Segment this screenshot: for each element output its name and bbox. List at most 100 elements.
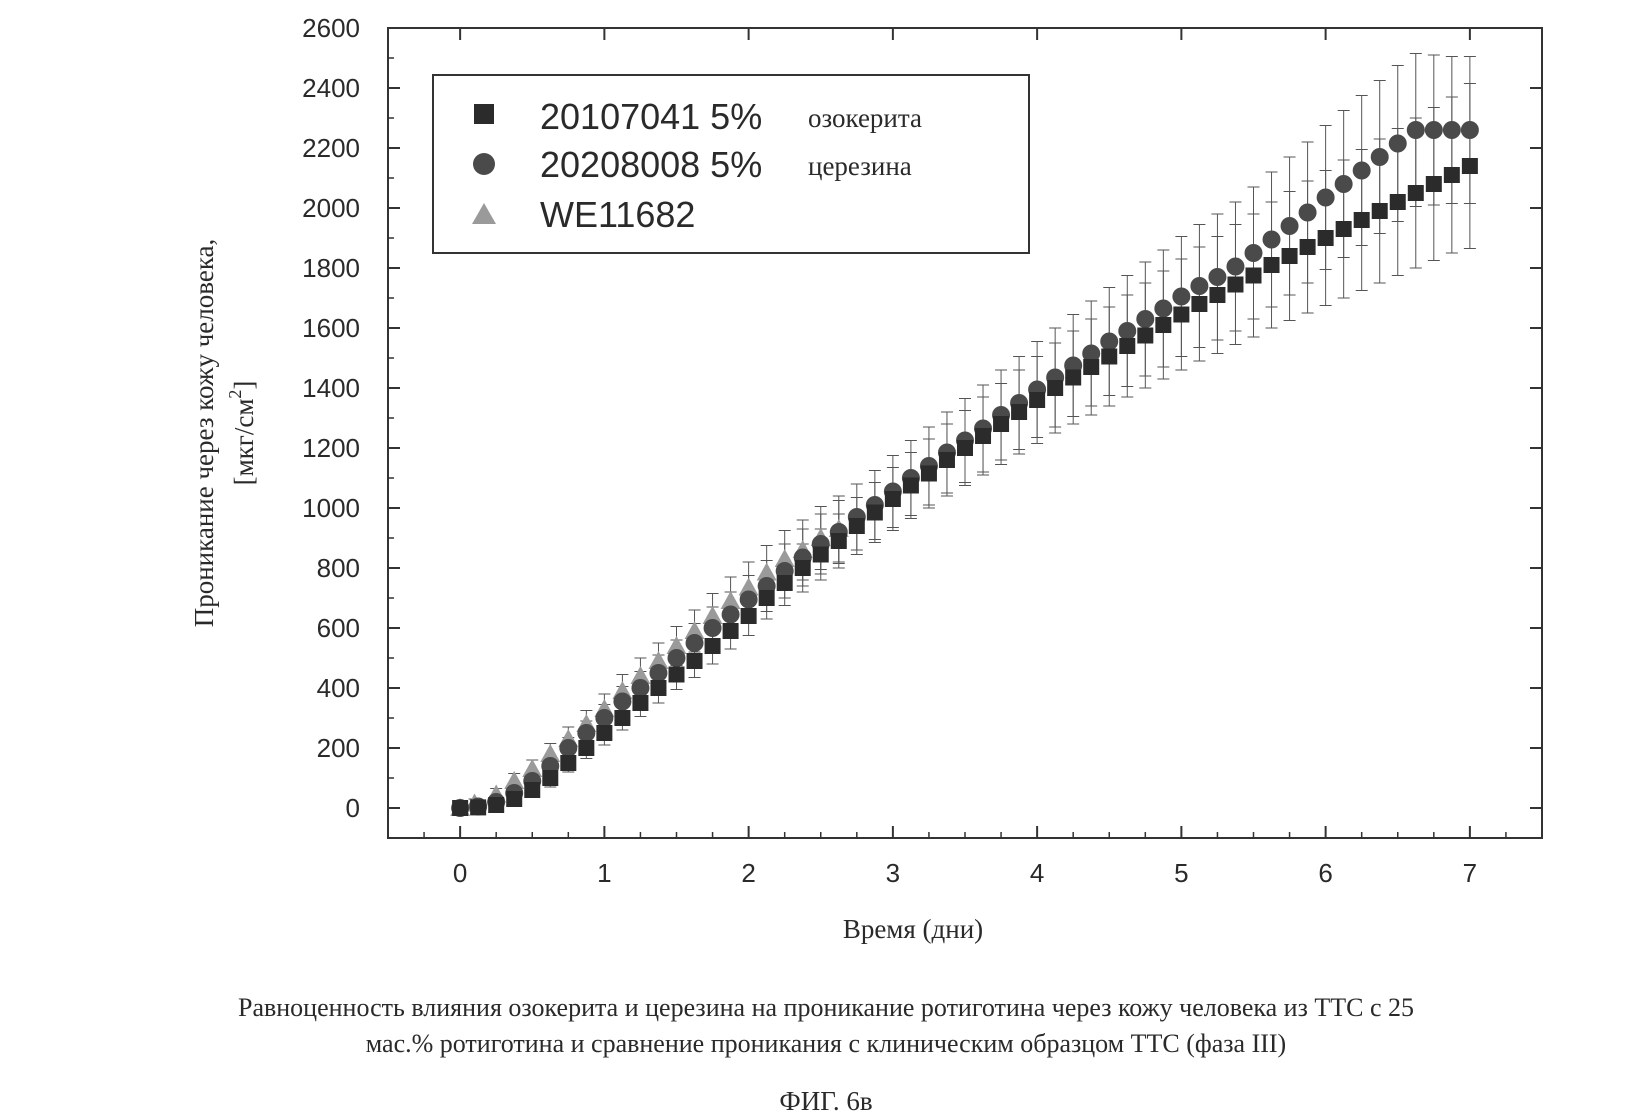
point-square <box>1282 248 1298 264</box>
y-tick-label: 1600 <box>302 313 360 343</box>
point-square <box>1209 287 1225 303</box>
point-circle <box>1226 258 1244 276</box>
point-square <box>687 653 703 669</box>
y-axis-title-line2: [мкг/см2] <box>225 381 259 486</box>
point-circle <box>1263 231 1281 249</box>
point-circle <box>704 619 722 637</box>
point-square <box>903 478 919 494</box>
point-square <box>1246 268 1262 284</box>
legend-item-3-number: WE11682 <box>540 194 695 235</box>
x-tick-label: 5 <box>1174 858 1188 888</box>
point-square <box>1173 307 1189 323</box>
point-square <box>650 680 666 696</box>
x-axis-title: Время (дни) <box>843 914 983 944</box>
point-square <box>1155 317 1171 333</box>
point-circle <box>1425 121 1443 139</box>
point-circle <box>686 634 704 652</box>
point-square <box>1300 239 1316 255</box>
legend-circle-marker <box>473 153 495 175</box>
y-tick-label: 600 <box>317 613 360 643</box>
point-square <box>975 428 991 444</box>
point-circle <box>1317 189 1335 207</box>
legend-item-2-word: церезина <box>808 151 912 181</box>
point-circle <box>1299 204 1317 222</box>
point-circle <box>595 709 613 727</box>
y-axis-unit-sup: 2 <box>225 390 245 399</box>
point-square <box>452 800 468 816</box>
legend-square-marker <box>474 104 494 124</box>
point-square <box>957 440 973 456</box>
y-axis-unit-suffix: ] <box>229 381 259 390</box>
x-tick-label: 4 <box>1030 858 1044 888</box>
point-square <box>921 466 937 482</box>
legend-item-1-word: озокерита <box>808 103 922 133</box>
figure-label: ФИГ. 6в <box>0 1083 1652 1119</box>
point-circle <box>1353 162 1371 180</box>
point-square <box>578 740 594 756</box>
point-square <box>560 755 576 771</box>
point-square <box>596 725 612 741</box>
point-square <box>777 575 793 591</box>
point-square <box>1065 370 1081 386</box>
legend: 20107041 5% озокерита 20208008 5% церези… <box>433 75 1029 253</box>
x-tick-label: 3 <box>886 858 900 888</box>
y-tick-label: 1000 <box>302 493 360 523</box>
point-circle <box>740 591 758 609</box>
point-circle <box>668 649 686 667</box>
y-axis-unit-prefix: [мкг/см <box>229 399 259 486</box>
point-square <box>795 560 811 576</box>
point-square <box>1011 404 1027 420</box>
point-square <box>1444 167 1460 183</box>
point-square <box>867 505 883 521</box>
point-square <box>885 491 901 507</box>
point-circle <box>1281 217 1299 235</box>
y-tick-label: 2400 <box>302 73 360 103</box>
x-tick-label: 7 <box>1463 858 1477 888</box>
point-square <box>1191 296 1207 312</box>
legend-item-1-number: 20107041 5% <box>540 96 762 137</box>
chart: 0200400600800100012001400160018002000220… <box>0 0 1652 990</box>
y-tick-label: 800 <box>317 553 360 583</box>
y-tick-label: 0 <box>346 793 360 823</box>
point-circle <box>613 693 631 711</box>
caption-line-2: мас.% ротиготина и сравнение проникания … <box>0 1026 1652 1062</box>
point-square <box>1462 158 1478 174</box>
point-square <box>1318 230 1334 246</box>
x-tick-label: 2 <box>741 858 755 888</box>
point-circle <box>1461 121 1479 139</box>
point-square <box>1426 176 1442 192</box>
y-tick-label: 1400 <box>302 373 360 403</box>
point-square <box>1390 194 1406 210</box>
y-axis-title-line1: Проникание через кожу человека, <box>189 239 219 628</box>
y-tick-label: 2600 <box>302 13 360 43</box>
point-square <box>632 695 648 711</box>
point-square <box>723 623 739 639</box>
y-axis-title: Проникание через кожу человека, [мкг/см2… <box>189 239 259 628</box>
point-circle <box>1407 121 1425 139</box>
point-square <box>524 782 540 798</box>
point-square <box>705 638 721 654</box>
point-circle <box>1389 135 1407 153</box>
point-square <box>831 533 847 549</box>
point-circle <box>1136 310 1154 328</box>
point-square <box>1047 380 1063 396</box>
point-circle <box>1190 277 1208 295</box>
point-square <box>1372 203 1388 219</box>
y-tick-label: 1200 <box>302 433 360 463</box>
y-tick-label: 2200 <box>302 133 360 163</box>
point-circle <box>577 724 595 742</box>
y-tick-label: 200 <box>317 733 360 763</box>
legend-item-2-number: 20208008 5% <box>540 144 762 185</box>
point-circle <box>559 739 577 757</box>
point-circle <box>1208 268 1226 286</box>
point-circle <box>1172 288 1190 306</box>
point-square <box>993 416 1009 432</box>
point-circle <box>1100 333 1118 351</box>
x-tick-label: 6 <box>1318 858 1332 888</box>
point-square <box>1119 338 1135 354</box>
point-circle <box>631 679 649 697</box>
point-circle <box>649 664 667 682</box>
point-square <box>506 791 522 807</box>
x-tick-label: 1 <box>597 858 611 888</box>
point-square <box>669 667 685 683</box>
